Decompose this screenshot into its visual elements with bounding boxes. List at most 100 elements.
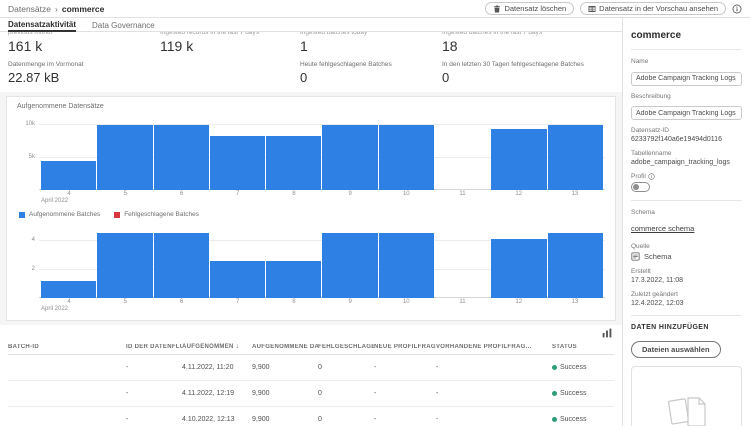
col-batch-id[interactable]: BATCH-ID	[8, 343, 39, 350]
table-row[interactable]: - 4.11.2022, 11:20 9,900 0 - - Success	[8, 355, 614, 381]
x-tick-label: 6	[179, 299, 184, 305]
legend-item-failed-batches: Fehlgeschlagene Batches	[114, 211, 199, 218]
source-item: Schema	[631, 252, 742, 261]
table-name-label: Tabellenname	[631, 150, 672, 157]
table-row[interactable]: - 4.10.2022, 12:13 9,900 0 - - Success	[8, 407, 614, 426]
x-tick-label: 4	[67, 299, 71, 305]
metric-records-last-7-days: Ingested records in the last 7 days 119 …	[160, 32, 300, 54]
status-badge: Success	[552, 416, 614, 423]
x-tick-label: 6	[179, 191, 184, 197]
col-existing-profile-fragments[interactable]: VORHANDENE PROFILFRAG...	[436, 343, 532, 350]
chart-bar	[547, 125, 603, 190]
chart-bar	[491, 129, 547, 190]
created-value: 17.3.2022, 11:08	[631, 277, 684, 284]
metrics-section: previous month 161 k Ingested records in…	[0, 32, 622, 92]
tab-bar: Datensatzaktivität Data Governance	[0, 18, 622, 32]
metric-value: 18	[442, 38, 458, 54]
x-tick-label: 7	[236, 299, 240, 305]
col-ingested-records[interactable]: AUFGENOMMENE DATE...	[252, 343, 318, 350]
x-tick-label: 11	[459, 191, 466, 197]
col-new-profile-fragments[interactable]: NEUE PROFILFRAGMENTE	[374, 343, 436, 350]
cell-new-fragments: -	[374, 390, 377, 397]
trash-icon	[493, 5, 501, 13]
cell-existing-fragments: -	[436, 390, 439, 397]
gridline: 10k	[25, 121, 605, 127]
batches-table-card: BATCH-ID ID DER DATENFLUSSA... AUFGENOMM…	[0, 325, 622, 426]
col-status[interactable]: STATUS	[552, 343, 577, 350]
col-failed-records[interactable]: FEHLGESCHLAGENE...	[318, 343, 374, 350]
metric-label: Datenmenge im Vormonat	[8, 61, 84, 68]
preview-dataset-label: Datensatz in der Vorschau ansehen	[599, 4, 718, 13]
breadcrumb-current: commerce	[61, 3, 105, 14]
cell-records: 9,900	[252, 416, 270, 423]
profile-label: Profil	[631, 173, 646, 180]
source-label: Quelle	[631, 243, 650, 250]
info-icon[interactable]	[648, 173, 655, 180]
cell-failed: 0	[318, 390, 322, 397]
main-column: Datensatzaktivität Data Governance previ…	[0, 18, 622, 426]
metric-batches-today: Ingested batches today 1	[300, 32, 442, 54]
preview-dataset-button[interactable]: Datensatz in der Vorschau ansehen	[580, 2, 726, 15]
x-tick-label: 12	[515, 191, 523, 197]
legend-label: Aufgenommene Batches	[29, 211, 101, 218]
chart-bar	[97, 125, 153, 190]
chart-bar	[153, 233, 209, 298]
chart-bar	[266, 135, 322, 190]
chart-bar	[97, 233, 153, 298]
divider	[631, 200, 742, 201]
description-input[interactable]	[631, 106, 742, 120]
metric-failed-batches-30-days: In den letzten 30 Tagen fehlgeschlagene …	[442, 54, 614, 85]
x-tick-label: 7	[236, 191, 240, 197]
x-axis-ticks: 4 5 6 7 8 9 10 11 12 13	[39, 298, 605, 306]
schema-label: Schema	[631, 209, 655, 216]
main-content: previous month 161 k Ingested records in…	[0, 32, 622, 426]
table-row[interactable]: - 4.11.2022, 12:19 9,900 0 - - Success	[8, 381, 614, 407]
created-group: Erstellt 17.3.2022, 11:08	[631, 268, 742, 284]
chart-bar	[322, 125, 378, 190]
x-tick-label: 11	[459, 299, 466, 305]
file-dropzone[interactable]	[631, 366, 742, 426]
choose-files-button[interactable]: Dateien auswählen	[631, 341, 721, 358]
cell-ingested: 4.10.2022, 12:13	[182, 416, 235, 423]
x-axis-label: April 2022	[41, 198, 69, 204]
info-icon[interactable]	[732, 4, 742, 14]
col-dataflow-id[interactable]: ID DER DATENFLUSSA...	[126, 343, 182, 350]
x-axis-ticks: 4 5 6 7 8 9 10 11 12 13	[39, 190, 605, 198]
metric-value: 161 k	[8, 38, 43, 54]
chart-bar	[547, 233, 603, 298]
cell-dataflow-id: -	[126, 390, 129, 397]
breadcrumb-root[interactable]: Datensätze	[8, 3, 51, 14]
metric-value: 119 k	[160, 38, 194, 54]
chart-bar	[266, 260, 322, 298]
gridline: 2	[32, 266, 605, 272]
name-input[interactable]	[631, 71, 742, 86]
x-tick-label: 12	[515, 299, 523, 305]
success-dot-icon	[552, 417, 557, 422]
tab-data-governance[interactable]: Data Governance	[92, 20, 155, 30]
table-name-group: Tabellenname adobe_campaign_tracking_log…	[631, 150, 742, 166]
x-axis-label: April 2022	[41, 306, 69, 312]
x-tick-label: 10	[402, 191, 410, 197]
chart-bar	[491, 238, 547, 298]
cell-dataflow-id: -	[126, 364, 129, 371]
description-field-group: Beschreibung	[631, 93, 742, 120]
chart-bar	[378, 125, 435, 190]
header-actions: Datensatz löschen Datensatz in der Vorsc…	[485, 2, 742, 15]
source-value: Schema	[644, 252, 672, 261]
tab-dataset-activity[interactable]: Datensatzaktivität	[8, 18, 77, 32]
column-settings-icon[interactable]	[602, 328, 612, 338]
schema-link[interactable]: commerce schema	[631, 224, 695, 233]
schema-icon	[631, 252, 640, 261]
cell-new-fragments: -	[374, 364, 377, 371]
metric-value: 0	[442, 70, 450, 85]
profile-toggle[interactable]	[631, 182, 650, 192]
metric-label: Ingested batches in the last 7 days	[442, 32, 543, 36]
status-badge: Success	[552, 364, 614, 371]
x-tick-label: 8	[292, 299, 296, 305]
metric-value: 0	[300, 70, 308, 85]
dataset-id-value: 6233792f140a6e19494d0116	[631, 136, 722, 143]
modified-group: Zuletzt geändert 12.4.2022, 12:03	[631, 291, 742, 307]
metric-label: In den letzten 30 Tagen fehlgeschlagene …	[442, 61, 584, 68]
col-ingested[interactable]: AUFGENOMMEN ↓	[182, 343, 240, 350]
delete-dataset-button[interactable]: Datensatz löschen	[485, 2, 575, 15]
